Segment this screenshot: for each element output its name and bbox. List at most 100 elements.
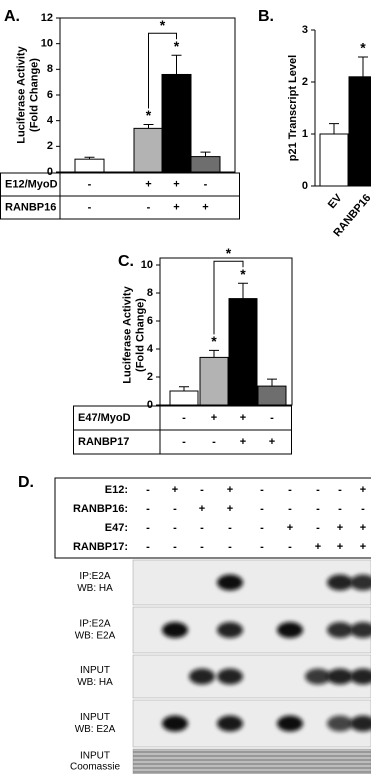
lane-label: IP:E2A (79, 571, 110, 582)
lane-label: INPUT (80, 751, 110, 762)
blot-band (217, 622, 243, 638)
table-cell: - (270, 412, 274, 424)
bar (349, 77, 371, 186)
lane-label: WB: E2A (75, 631, 116, 642)
table-cell: + (240, 436, 246, 448)
header-cell: + (227, 503, 233, 515)
y-tick-label: 4 (47, 115, 54, 127)
header-cell: - (146, 503, 150, 515)
bar (258, 386, 286, 405)
error-bar (267, 379, 277, 386)
bracket-label: * (226, 245, 232, 261)
table-cell: + (173, 178, 179, 190)
y-tick-label: 8 (47, 63, 53, 75)
bar (75, 159, 104, 172)
table-cell: - (204, 178, 208, 190)
significance-marker: * (146, 107, 152, 123)
header-cell: + (287, 522, 293, 534)
lane-label: WB: HA (77, 677, 113, 688)
table-cell: + (240, 412, 246, 424)
y-tick-label: 3 (302, 24, 308, 36)
y-tick-label: 6 (47, 89, 53, 101)
table-cell: + (211, 412, 217, 424)
header-cell: - (228, 522, 232, 534)
figure: A. Luciferase Activity(Fold Change) 0 2 4 6 8 1… (0, 0, 371, 774)
y-tick-label: 10 (41, 38, 53, 50)
significance-marker: * (211, 333, 217, 349)
bar (134, 128, 163, 172)
header-cell: - (173, 503, 177, 515)
error-bar (172, 55, 182, 74)
y-tick-label: 12 (41, 12, 53, 24)
y-axis-label: (Fold Change) (28, 58, 40, 132)
header-cell: + (337, 522, 343, 534)
header-cell: + (227, 484, 233, 496)
header-cell: - (361, 503, 365, 515)
header-cell: - (288, 503, 292, 515)
blot-band (277, 716, 303, 732)
header-cell: + (360, 522, 366, 534)
table-row-label: E47/MyoD (78, 412, 131, 424)
error-bar (209, 350, 219, 357)
header-cell: - (146, 522, 150, 534)
lane-label: WB: E2A (75, 724, 116, 735)
blot-band (189, 669, 215, 685)
blot-band (327, 669, 353, 685)
blot-band (217, 669, 243, 685)
blot-band (217, 575, 243, 591)
header-row-label: E12: (105, 484, 128, 496)
error-bar (144, 125, 154, 129)
header-cell: - (288, 484, 292, 496)
header-cell: - (146, 484, 150, 496)
bar (191, 157, 220, 172)
header-cell: - (173, 522, 177, 534)
x-tick-label: EV (326, 192, 345, 211)
error-bar (201, 152, 211, 156)
bar (162, 74, 191, 172)
header-cell: + (360, 541, 366, 553)
y-tick-label: 4 (147, 343, 154, 355)
bar (229, 299, 257, 405)
y-tick-label: 0 (302, 180, 308, 192)
bar (320, 134, 348, 186)
header-cell: - (200, 541, 204, 553)
bracket-label: * (160, 17, 166, 33)
y-tick-label: 2 (147, 371, 153, 383)
lane-label: INPUT (80, 665, 110, 676)
header-cell: - (260, 503, 264, 515)
panel-label: A. (4, 8, 20, 25)
header-cell: - (173, 541, 177, 553)
blot-band (217, 716, 243, 732)
y-tick-label: 10 (141, 259, 153, 271)
y-tick-label: 0 (147, 399, 153, 411)
blot-band (277, 622, 303, 638)
error-bar (238, 283, 248, 298)
header-cell: - (200, 484, 204, 496)
panel-label: C. (118, 253, 134, 270)
table-cell: - (212, 436, 216, 448)
blot-band (162, 622, 188, 638)
table-row-label: E12/MyoD (5, 178, 58, 190)
header-row-label: RANBP16: (73, 503, 128, 515)
header-cell: + (360, 484, 366, 496)
header-cell: - (316, 484, 320, 496)
header-cell: - (338, 503, 342, 515)
table-cell: + (145, 178, 151, 190)
significance-marker: * (240, 266, 246, 282)
header-cell: - (200, 522, 204, 534)
table-cell: - (88, 201, 92, 213)
lane-label: Coomassie (70, 762, 120, 773)
bar (170, 391, 198, 405)
header-cell: - (288, 541, 292, 553)
page: {"chart_data": [ {"type": "bar", "panel_… (0, 0, 371, 774)
table-row-label: RANBP17 (78, 436, 129, 448)
blot-band (327, 622, 353, 638)
y-tick-label: 6 (147, 315, 153, 327)
header-cell: - (260, 484, 264, 496)
significance-marker: * (360, 40, 366, 56)
y-tick-label: 8 (147, 287, 153, 299)
header-cell: + (172, 484, 178, 496)
blot-band (327, 575, 353, 591)
lane-label: INPUT (80, 712, 110, 723)
y-axis-label: Luciferase Activity (15, 45, 27, 143)
